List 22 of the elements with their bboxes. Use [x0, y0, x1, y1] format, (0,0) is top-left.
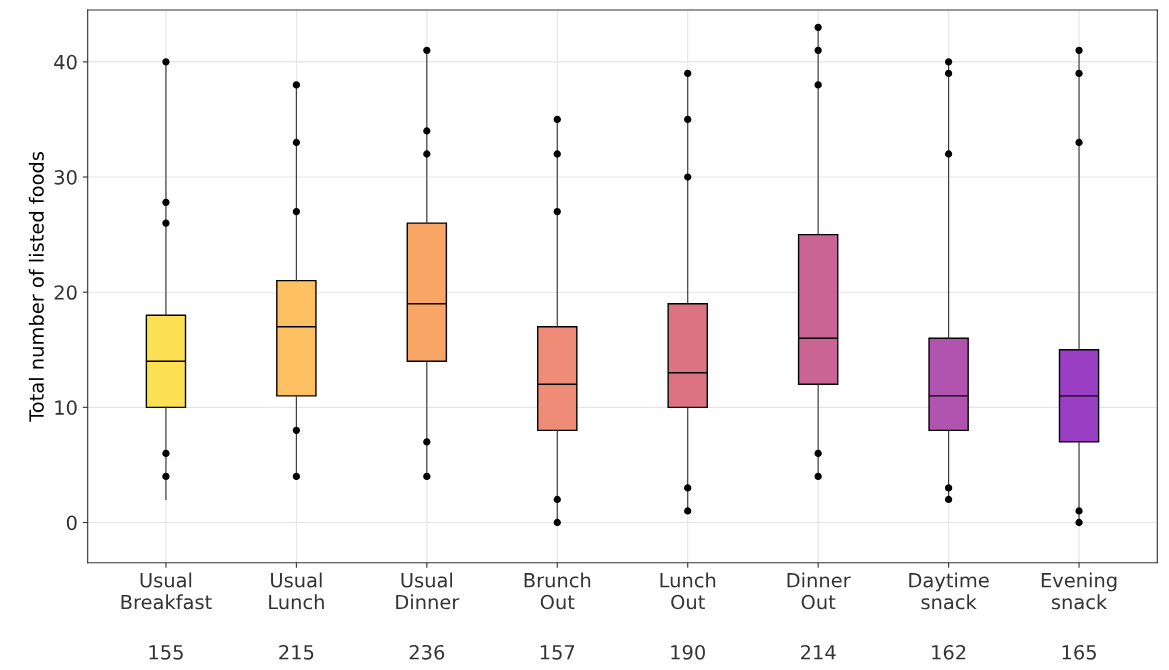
y-tick-label: 30 [54, 169, 77, 185]
text: 155 [149, 645, 183, 660]
y-tick-label: 10 [55, 400, 77, 415]
text: 165 [1062, 644, 1096, 660]
x-tick-label: Daytime snack [909, 572, 989, 610]
text: 215 [279, 644, 314, 660]
text: 162 [932, 644, 966, 660]
x-tick-label: Brunch Out [524, 572, 591, 610]
x-tick-label: Dinner Out [787, 572, 851, 610]
x-tick-label: Usual Dinner [396, 572, 460, 610]
x-tick-label: Usual Breakfast [121, 572, 212, 610]
y-tick-label: 40 [54, 54, 77, 70]
x-tick-label: Evening snack [1041, 572, 1117, 610]
text: 157 [540, 645, 575, 660]
text: 236 [409, 644, 445, 660]
text: 190 [671, 644, 705, 660]
x-tick-label: Usual Lunch [269, 572, 324, 610]
text: 214 [801, 644, 836, 660]
y-tick-label: 0 [66, 515, 77, 531]
y-axis-title: Total number of listed foods [28, 152, 44, 422]
x-tick-label: Lunch Out [660, 572, 716, 610]
y-tick-label: 20 [54, 285, 77, 300]
